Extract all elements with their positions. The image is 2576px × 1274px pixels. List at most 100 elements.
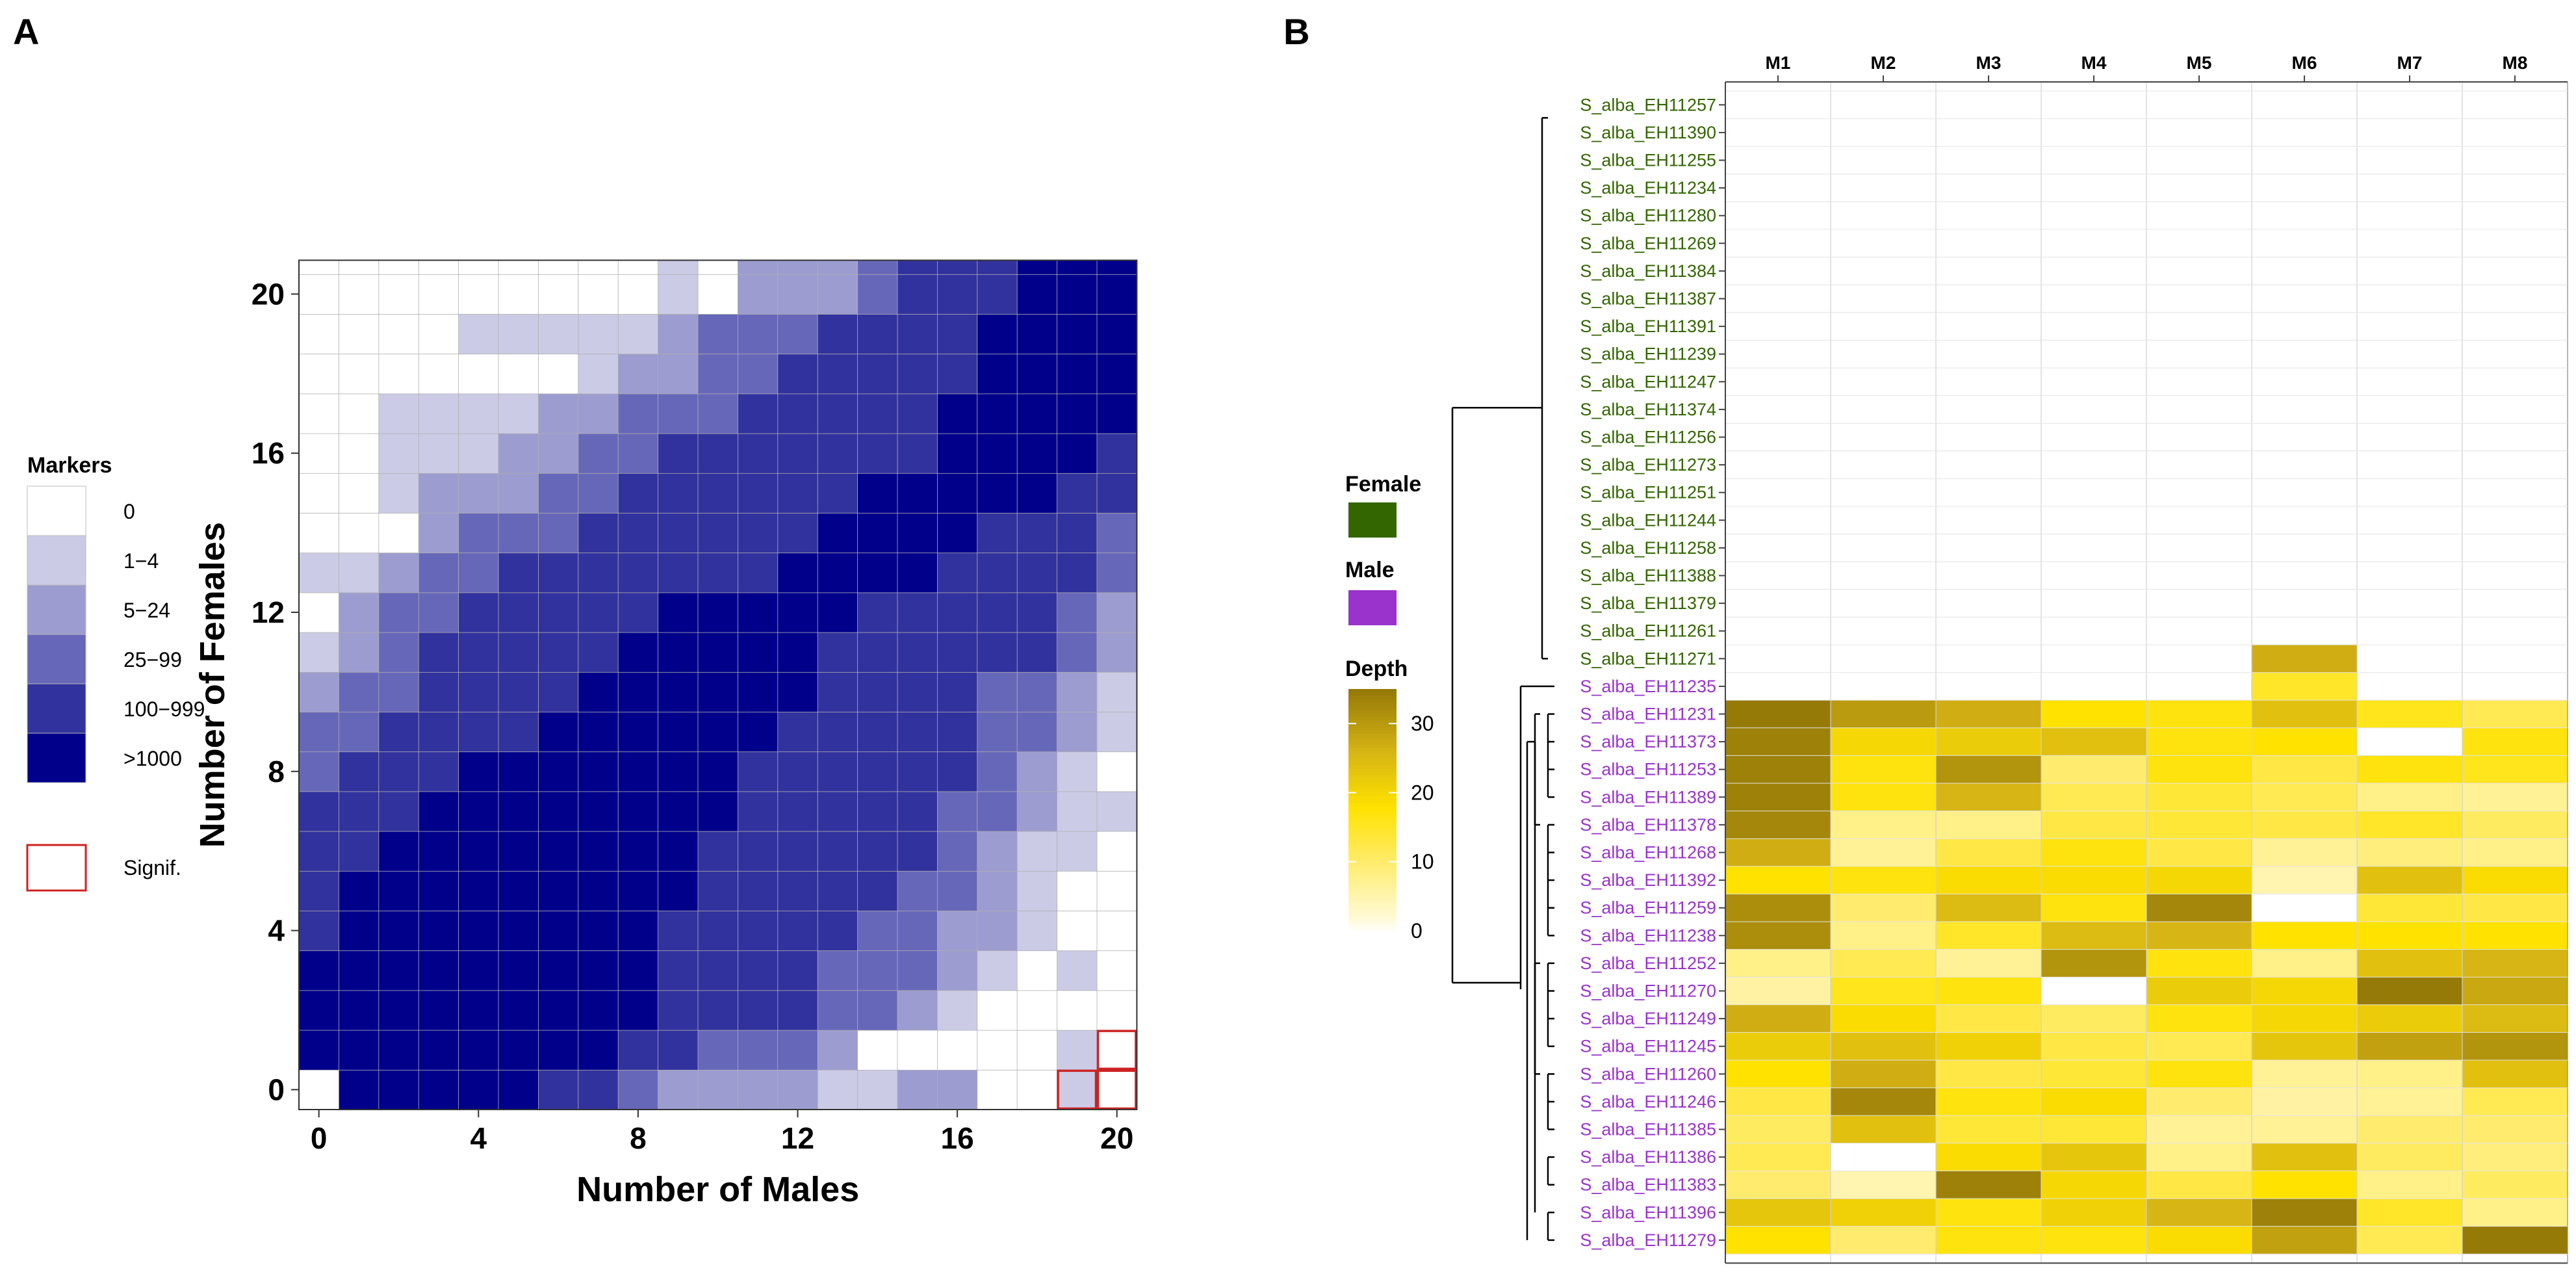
marker-cell — [857, 751, 898, 792]
colorbar-step — [1348, 706, 1397, 710]
marker-cell — [1057, 831, 1098, 872]
marker-cell — [458, 950, 499, 991]
colorbar-step — [1348, 699, 1397, 704]
depth-cell — [2462, 257, 2568, 285]
marker-cell — [1057, 259, 1098, 275]
marker-cell — [378, 910, 420, 952]
marker-cell — [977, 552, 1018, 593]
x-tick-label: 8 — [630, 1121, 647, 1155]
marker-cell — [418, 552, 459, 593]
depth-cell — [2041, 1087, 2147, 1116]
marker-cell — [298, 950, 340, 991]
marker-cell — [458, 552, 499, 593]
marker-cell — [378, 353, 420, 395]
significant-cells — [1057, 1030, 1137, 1110]
marker-cell — [857, 433, 898, 474]
marker-cell — [857, 910, 898, 952]
marker-cell — [617, 393, 659, 434]
colorbar-step — [1348, 848, 1397, 852]
marker-cell — [817, 751, 858, 792]
significant-cell — [1096, 1030, 1137, 1071]
marker-cell — [298, 751, 340, 792]
marker-cell — [498, 990, 539, 1031]
column-label: M5 — [2187, 53, 2212, 73]
marker-cell — [339, 433, 380, 474]
colorbar-step — [1348, 772, 1397, 776]
colorbar-step — [1348, 689, 1397, 694]
marker-cell — [697, 393, 739, 434]
marker-cell — [418, 950, 459, 991]
marker-cell — [777, 910, 819, 952]
marker-cell — [897, 592, 938, 633]
marker-cell — [498, 473, 539, 514]
marker-cell — [817, 274, 858, 315]
x-tick-label: 0 — [311, 1121, 328, 1155]
marker-cell — [578, 552, 619, 593]
x-axis-ticks: 0 4 8 12 16 20 — [311, 1110, 1133, 1155]
depth-cell — [2252, 977, 2358, 1006]
marker-cell — [857, 1030, 898, 1071]
depth-cell — [2357, 423, 2463, 452]
marker-cell — [1096, 274, 1138, 315]
depth-cell — [2357, 285, 2463, 313]
depth-cell — [1725, 866, 1831, 894]
marker-cell — [378, 870, 420, 911]
depth-cell — [1725, 285, 1831, 313]
marker-cell — [897, 552, 938, 593]
marker-cell — [897, 950, 938, 991]
marker-cell — [538, 353, 579, 395]
marker-cell — [897, 791, 938, 832]
depth-cell — [2357, 811, 2463, 839]
depth-cell — [1725, 894, 1831, 922]
marker-cell — [817, 870, 858, 911]
marker-cell — [498, 711, 539, 753]
depth-cell — [2146, 423, 2252, 452]
depth-cell — [1831, 423, 1937, 452]
depth-cell — [1936, 146, 2042, 175]
depth-cell — [1725, 645, 1831, 673]
colorbar-step — [1348, 875, 1397, 880]
panel-b-legend: Female Male Depth 30 20 10 0 — [1345, 472, 1434, 942]
marker-cell — [1057, 1030, 1098, 1071]
marker-cell — [498, 393, 539, 434]
marker-cell — [298, 393, 340, 434]
marker-cell — [697, 259, 739, 275]
depth-heatmap-cells — [1725, 91, 2568, 1254]
depth-cell — [2252, 423, 2358, 452]
depth-cell — [2357, 91, 2463, 120]
depth-cell — [2146, 838, 2252, 867]
depth-cell — [1725, 257, 1831, 285]
legend-label: 25−99 — [123, 648, 182, 671]
depth-cell — [1725, 589, 1831, 618]
marker-cell — [777, 353, 819, 395]
colorbar-step — [1348, 716, 1397, 721]
depth-cell — [2462, 1060, 2568, 1089]
marker-cell — [617, 313, 659, 355]
depth-cell — [1725, 562, 1831, 590]
row-label: S_alba_EH11389 — [1580, 787, 1716, 807]
marker-cell — [298, 1030, 340, 1071]
depth-cell — [2146, 285, 2252, 313]
depth-cell — [1936, 1226, 2042, 1254]
marker-cell — [1096, 711, 1138, 753]
marker-cell — [1057, 870, 1098, 911]
marker-cell — [578, 274, 619, 315]
depth-cell — [2252, 174, 2358, 202]
marker-cell — [857, 632, 898, 673]
depth-cell — [2462, 1226, 2568, 1254]
colorbar-step — [1348, 744, 1397, 749]
depth-cell — [1725, 450, 1831, 479]
marker-cell — [458, 592, 499, 633]
colorbar-step — [1348, 720, 1397, 725]
marker-cell — [298, 274, 340, 315]
marker-cell — [1096, 433, 1138, 474]
marker-cell — [697, 990, 739, 1031]
depth-cell — [1831, 783, 1937, 812]
marker-cell — [298, 870, 340, 911]
depth-cell — [1936, 1060, 2042, 1089]
colorbar-step — [1348, 885, 1397, 890]
depth-cell — [2462, 423, 2568, 452]
depth-cell — [2357, 866, 2463, 894]
depth-cell — [2146, 1087, 2252, 1116]
depth-cell — [2462, 783, 2568, 812]
